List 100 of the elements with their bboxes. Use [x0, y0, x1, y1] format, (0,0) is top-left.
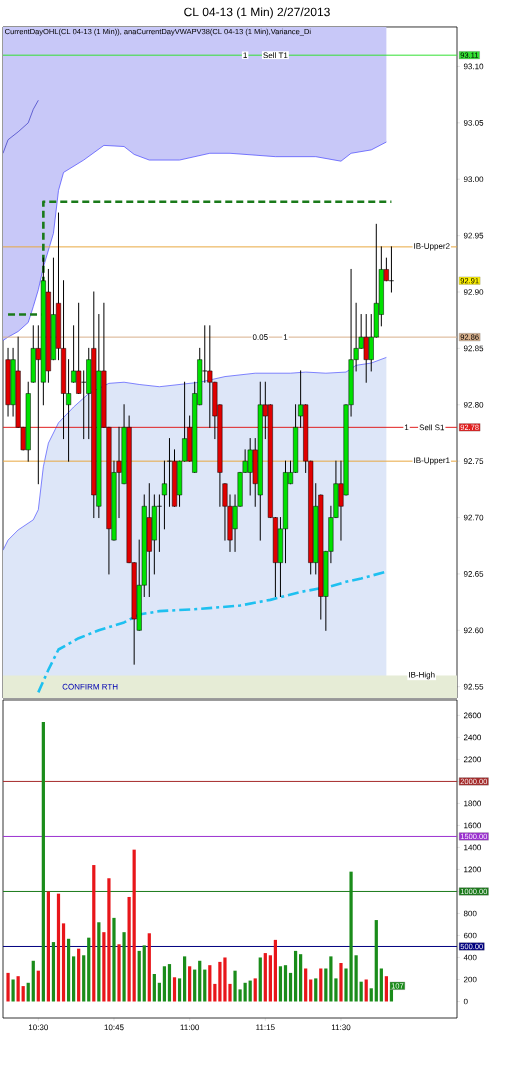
bar — [203, 969, 207, 1002]
bar — [339, 962, 343, 1002]
bar — [36, 970, 40, 1002]
bar — [112, 917, 116, 1002]
bar — [26, 982, 30, 1002]
bar — [97, 922, 101, 1002]
bar — [127, 896, 131, 1002]
bar — [92, 865, 96, 1002]
bar — [283, 965, 288, 1002]
bar — [82, 955, 86, 1002]
x-tick-label: 10:30 — [28, 1024, 49, 1031]
y-tick-label: 92.95 — [463, 232, 484, 239]
x-tick-label: 11:00 — [180, 1024, 200, 1031]
bar — [248, 980, 252, 1002]
bar — [369, 988, 373, 1002]
annotation: 0.05 — [252, 334, 268, 340]
bar — [117, 944, 121, 1002]
annotation: IB-Upper1 — [414, 457, 450, 465]
bar — [66, 938, 71, 1002]
bar — [16, 976, 20, 1002]
bar — [379, 968, 383, 1002]
bar — [364, 979, 368, 1002]
bar — [188, 966, 192, 1002]
bar — [152, 973, 156, 1002]
x-tick-label: 11:30 — [331, 1024, 351, 1031]
bar — [324, 968, 328, 1002]
annotation: Sell S1 — [419, 424, 445, 431]
x-tick-label: 11:15 — [256, 1024, 275, 1031]
bar — [56, 893, 61, 1002]
y-tick-label: 93.00 — [463, 176, 484, 183]
y-tick-label: 93.10 — [463, 63, 484, 70]
bar — [41, 722, 45, 1002]
y-tick-label: 1400 — [464, 844, 482, 851]
annotation: IB-Upper2 — [414, 243, 450, 251]
bar — [198, 960, 202, 1002]
bar — [263, 953, 267, 1002]
bar — [162, 966, 167, 1002]
bar — [172, 977, 177, 1002]
bar — [299, 954, 303, 1002]
bar — [208, 965, 212, 1002]
bar — [309, 979, 313, 1002]
bar — [182, 956, 187, 1002]
y-tick-label: 0 — [463, 998, 468, 1005]
y-tick-label: 92.90 — [463, 289, 484, 295]
candlestick — [161, 460, 167, 530]
bar — [77, 948, 81, 1002]
bar — [273, 939, 278, 1002]
bar — [278, 966, 283, 1002]
bar — [304, 968, 308, 1002]
bar — [122, 932, 126, 1002]
bar — [137, 950, 141, 1002]
bar — [11, 979, 15, 1002]
bar — [193, 969, 197, 1002]
bar — [293, 950, 298, 1002]
y-tick-label: 1800 — [464, 800, 482, 807]
bar — [314, 978, 318, 1002]
y-tick-label: 1200 — [464, 866, 482, 873]
bar — [87, 937, 91, 1002]
y-tick-label: 92.75 — [463, 458, 484, 464]
bar — [142, 945, 146, 1002]
annotation: 1 — [243, 52, 247, 58]
bar — [157, 982, 161, 1002]
bar — [6, 972, 10, 1002]
y-tick-label: 200 — [463, 976, 477, 983]
y-tick-label: 800 — [463, 910, 477, 917]
line-series — [3, 99, 39, 154]
bar — [258, 957, 262, 1002]
bar — [319, 968, 323, 1002]
bar — [354, 955, 358, 1002]
y-tick-label: 92.70 — [463, 514, 484, 521]
bar — [177, 978, 182, 1002]
bar — [288, 972, 293, 1002]
y-tick-label: 92.80 — [463, 401, 484, 408]
bar — [31, 960, 35, 1002]
bar — [268, 955, 272, 1002]
bar — [46, 891, 51, 1002]
bar — [243, 982, 247, 1002]
bar — [374, 920, 378, 1002]
y-tick-label: 2200 — [463, 756, 482, 763]
annotation: 1 — [404, 424, 409, 431]
y-tick-label: 2400 — [463, 734, 482, 741]
bar — [51, 942, 56, 1002]
y-tick-label: 92.85 — [463, 345, 484, 352]
annotation: 1 — [283, 334, 288, 340]
y-tick-label: 600 — [463, 932, 477, 939]
bar — [167, 964, 172, 1002]
bar — [72, 956, 76, 1002]
x-tick-label: 10:45 — [104, 1024, 124, 1031]
bar — [61, 923, 66, 1002]
bar — [384, 976, 388, 1002]
y-tick-label: 92.60 — [463, 627, 484, 634]
y-tick-label: 400 — [463, 954, 477, 961]
y-tick-label: 93.05 — [463, 120, 484, 126]
band-label: CONFIRM RTH — [62, 683, 118, 690]
bar — [147, 933, 151, 1002]
y-tick-label: 2600 — [463, 712, 482, 719]
y-tick-label: 1600 — [464, 822, 482, 829]
y-tick-label: 92.65 — [463, 571, 484, 577]
y-tick-label: 92.55 — [463, 683, 484, 690]
bar — [132, 849, 136, 1002]
